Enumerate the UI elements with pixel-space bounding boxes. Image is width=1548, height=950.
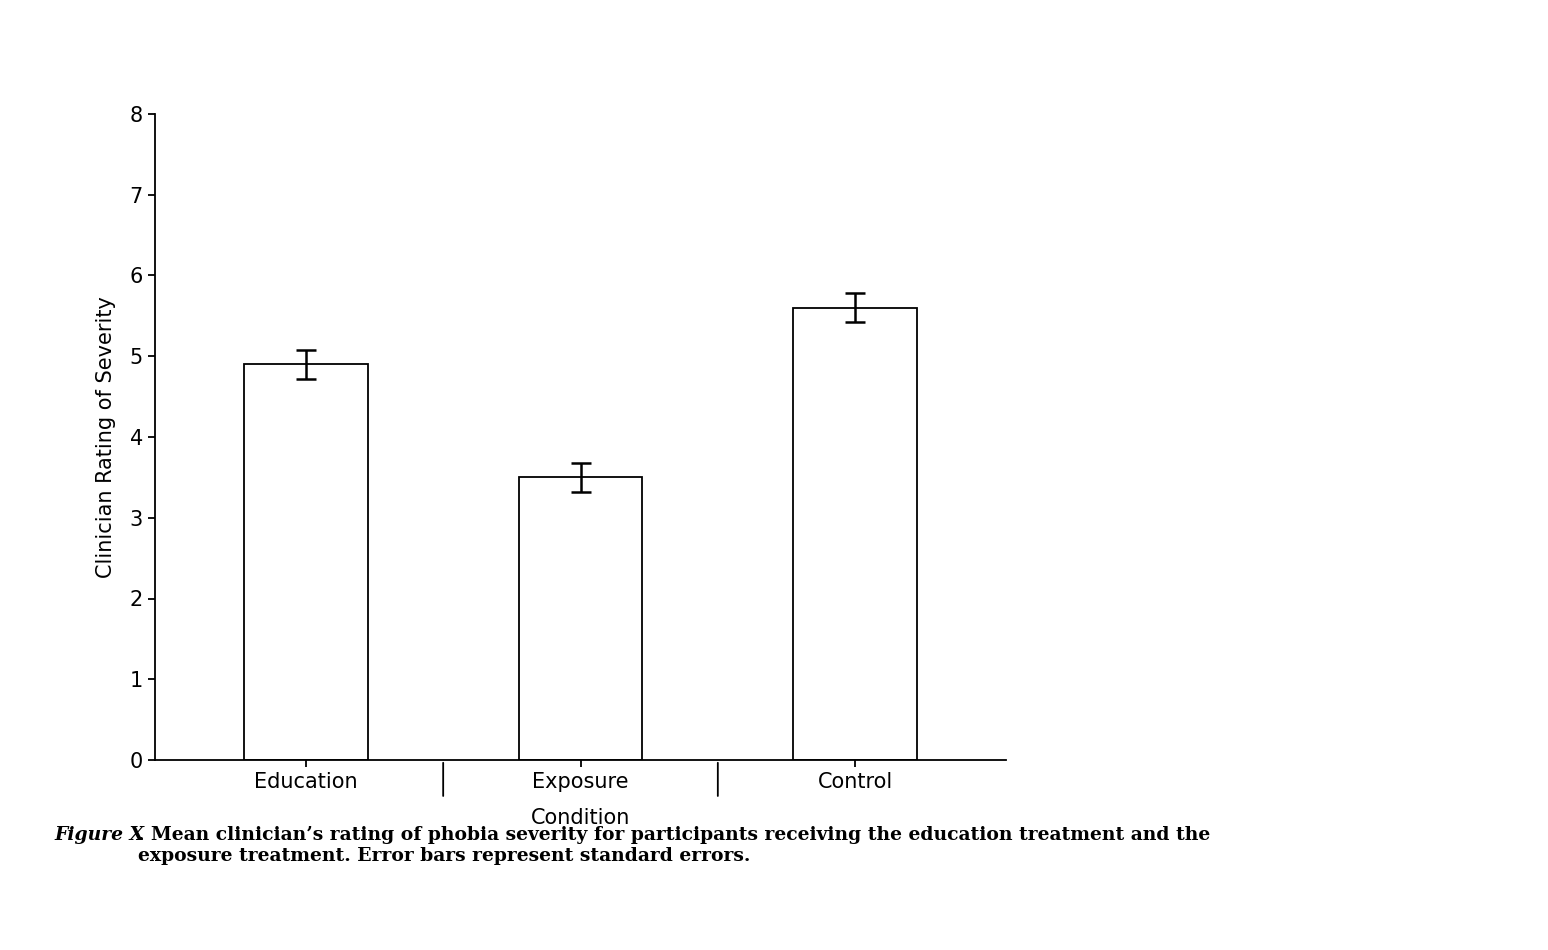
Y-axis label: Clinician Rating of Severity: Clinician Rating of Severity bbox=[96, 296, 116, 578]
X-axis label: Condition: Condition bbox=[531, 808, 630, 828]
Bar bbox=[519, 477, 642, 760]
Bar bbox=[245, 364, 368, 760]
Text: Figure X: Figure X bbox=[54, 826, 144, 845]
Text: . Mean clinician’s rating of phobia severity for participants receiving the educ: . Mean clinician’s rating of phobia seve… bbox=[138, 826, 1211, 865]
Bar bbox=[794, 308, 916, 760]
